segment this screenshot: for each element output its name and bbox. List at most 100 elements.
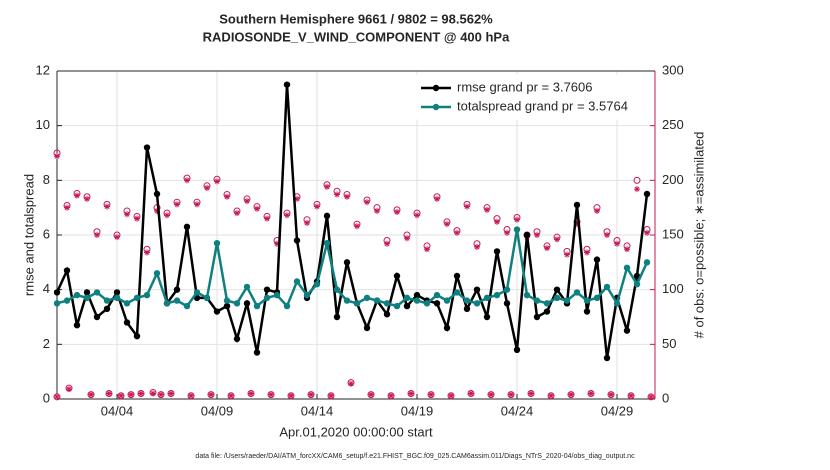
series-marker bbox=[623, 327, 631, 334]
legend-marker bbox=[432, 103, 440, 111]
obs-assimilated bbox=[444, 221, 450, 228]
series-marker bbox=[113, 289, 121, 296]
series-marker bbox=[453, 272, 461, 280]
obs-assimilated bbox=[228, 392, 234, 399]
series-marker bbox=[493, 291, 501, 299]
series-marker bbox=[323, 212, 331, 220]
series-marker bbox=[313, 281, 321, 288]
obs-assimilated bbox=[150, 390, 156, 397]
obs-assimilated bbox=[264, 215, 270, 222]
series-marker bbox=[113, 294, 121, 302]
obs-assimilated bbox=[114, 234, 120, 241]
series-marker bbox=[63, 267, 71, 274]
series-marker bbox=[243, 283, 251, 291]
series-marker bbox=[543, 308, 551, 315]
obs-assimilated bbox=[184, 177, 190, 184]
y-tick-label: 2 bbox=[43, 336, 50, 351]
series-marker bbox=[593, 256, 601, 263]
series-marker bbox=[513, 346, 521, 353]
obs-assimilated bbox=[304, 219, 310, 226]
obs-assimilated bbox=[294, 195, 300, 202]
series-marker bbox=[523, 291, 531, 299]
series-marker bbox=[243, 300, 251, 307]
obs-assimilated bbox=[644, 229, 650, 236]
y2-tick-label: 100 bbox=[662, 281, 684, 296]
obs-assimilated bbox=[608, 391, 614, 398]
obs-assimilated bbox=[194, 201, 200, 208]
obs-assimilated bbox=[284, 212, 290, 219]
series-marker bbox=[433, 291, 441, 299]
obs-assimilated bbox=[168, 390, 174, 397]
obs-assimilated bbox=[528, 390, 534, 397]
y2-tick-label: 250 bbox=[662, 117, 684, 132]
chart-subtitle: RADIOSONDE_V_WIND_COMPONENT @ 400 hPa bbox=[203, 29, 510, 44]
y2-tick-label: 50 bbox=[662, 336, 676, 351]
series-marker bbox=[83, 289, 91, 296]
obs-assimilated bbox=[534, 232, 540, 238]
series-marker bbox=[573, 201, 581, 209]
obs-assimilated bbox=[204, 184, 210, 191]
series-marker bbox=[343, 297, 351, 304]
series-marker bbox=[253, 302, 261, 310]
series-marker bbox=[553, 286, 561, 293]
y2-axis-label: # of obs: o=possible; ∗=assimilated bbox=[691, 132, 706, 339]
obs-assimilated bbox=[324, 183, 330, 190]
series-marker bbox=[153, 270, 161, 277]
series-marker bbox=[453, 289, 461, 296]
obs-assimilated bbox=[414, 212, 420, 219]
series-marker bbox=[103, 305, 111, 312]
series-marker bbox=[513, 226, 521, 233]
series-marker bbox=[293, 278, 301, 285]
series-marker bbox=[403, 294, 411, 302]
obs-assimilated bbox=[74, 192, 80, 199]
series-marker bbox=[583, 308, 591, 315]
series-marker bbox=[183, 302, 191, 310]
series-marker bbox=[143, 291, 151, 299]
obs-assimilated bbox=[504, 229, 510, 236]
y-tick-label: 6 bbox=[43, 226, 50, 241]
x-tick-label: 04/19 bbox=[401, 403, 434, 418]
footnote: data file: /Users/raeder/DAI/ATM_forcXX/… bbox=[195, 453, 635, 460]
obs-assimilated bbox=[138, 390, 144, 397]
obs-assimilated bbox=[564, 251, 570, 258]
obs-assimilated bbox=[106, 390, 112, 397]
series-marker bbox=[193, 289, 201, 296]
obs-assimilated bbox=[464, 203, 470, 210]
obs-assimilated bbox=[404, 235, 410, 242]
obs-assimilated bbox=[188, 392, 194, 399]
series-marker bbox=[63, 297, 71, 304]
x-axis-label: Apr.01,2020 00:00:00 start bbox=[279, 424, 433, 439]
legend-label: totalspread grand pr = 3.5764 bbox=[457, 98, 628, 113]
obs-assimilated bbox=[454, 229, 460, 236]
series-marker bbox=[423, 300, 431, 307]
obs-assimilated bbox=[368, 391, 374, 398]
series-marker bbox=[103, 297, 111, 304]
obs-assimilated bbox=[328, 392, 334, 399]
x-tick-label: 04/29 bbox=[601, 403, 634, 418]
obs-assimilated bbox=[334, 191, 340, 198]
obs-assimilated bbox=[128, 391, 134, 398]
y2-tick-label: 0 bbox=[662, 390, 669, 405]
obs-possible bbox=[633, 176, 641, 184]
legend-label: rmse grand pr = 3.7606 bbox=[457, 79, 593, 94]
obs-assimilated bbox=[268, 391, 274, 398]
obs-assimilated bbox=[254, 205, 260, 212]
series-marker bbox=[73, 291, 81, 299]
series-marker bbox=[393, 272, 401, 280]
obs-assimilated bbox=[154, 207, 160, 214]
series-marker bbox=[123, 300, 131, 307]
series-marker bbox=[173, 286, 181, 293]
obs-assimilated bbox=[448, 392, 454, 399]
series-marker bbox=[633, 281, 641, 288]
obs-assimilated bbox=[364, 199, 370, 206]
y-tick-label: 8 bbox=[43, 172, 50, 187]
obs-assimilated bbox=[66, 386, 72, 393]
series-marker bbox=[153, 190, 161, 198]
obs-assimilated bbox=[484, 206, 490, 213]
obs-assimilated bbox=[54, 153, 60, 160]
obs-assimilated bbox=[624, 246, 630, 253]
obs-assimilated bbox=[224, 193, 230, 200]
y-tick-label: 4 bbox=[43, 281, 50, 296]
obs-assimilated bbox=[64, 204, 70, 211]
obs-assimilated bbox=[214, 178, 220, 185]
